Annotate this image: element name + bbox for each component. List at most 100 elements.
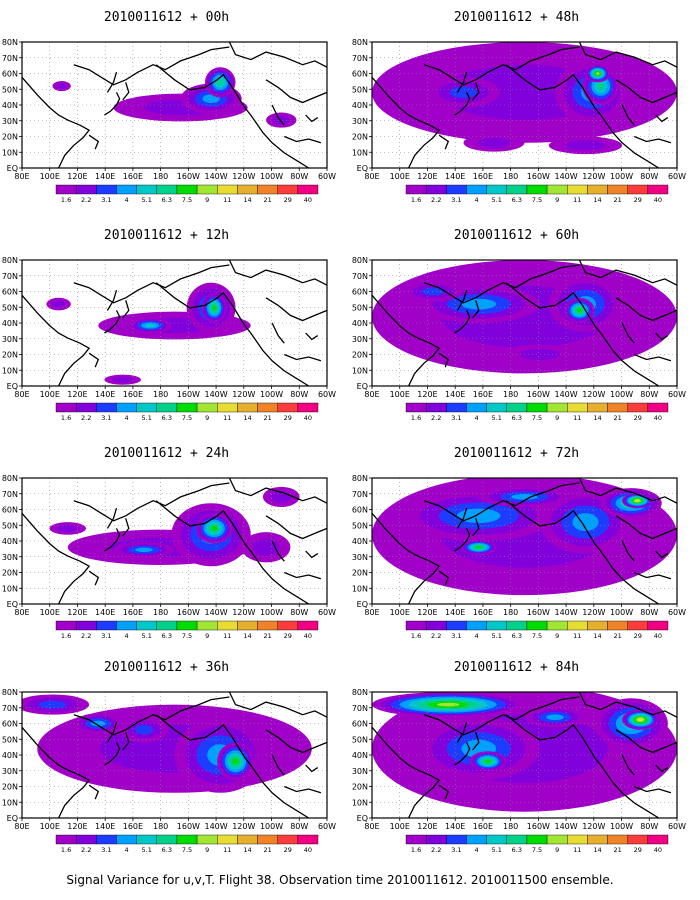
y-tick-label: 50N xyxy=(2,735,18,744)
colorbar-swatch xyxy=(257,402,278,413)
colorbar-swatch xyxy=(647,402,669,413)
x-tick-label: 100E xyxy=(40,390,60,399)
colorbar-swatch xyxy=(55,402,77,413)
variance-contour xyxy=(576,308,582,313)
x-tick-label: 120W xyxy=(582,608,605,617)
coastline xyxy=(578,259,678,286)
coastline xyxy=(423,696,580,736)
y-tick-label: 30N xyxy=(352,553,368,562)
panel-title: 2010011612 + 48h xyxy=(454,10,579,25)
colorbar-label: 11 xyxy=(573,632,581,640)
colorbar-swatch xyxy=(466,184,487,195)
y-tick-label: EQ xyxy=(7,600,18,609)
y-tick-label: 80N xyxy=(352,474,368,483)
colorbar-label: 40 xyxy=(304,632,312,640)
variance-field xyxy=(372,692,677,812)
colorbar-label: 1.6 xyxy=(411,414,421,422)
x-tick-label: 60W xyxy=(668,390,686,399)
colorbar-swatch xyxy=(196,620,218,631)
colorbar-label: 6.3 xyxy=(162,196,172,204)
variance-field xyxy=(52,67,297,128)
colorbar-swatch xyxy=(526,402,548,413)
x-tick-label: 60W xyxy=(318,608,336,617)
variance-contour xyxy=(232,758,239,765)
x-tick-label: 120E xyxy=(417,822,437,831)
colorbar-label: 14 xyxy=(593,196,601,204)
colorbar: 1.6 2.2 3.1 4 5.1 6.3 7.5 9 11 14 21 29 40 xyxy=(55,834,319,854)
variance-contour xyxy=(272,115,290,125)
colorbar-swatch xyxy=(277,402,299,413)
colorbar-swatch xyxy=(156,834,178,845)
coastline xyxy=(505,500,660,605)
colorbar-label: 2.2 xyxy=(431,196,441,204)
coastline xyxy=(104,310,121,334)
y-tick-label: 60N xyxy=(2,506,18,515)
colorbar-label: 7.5 xyxy=(532,846,542,854)
coastline xyxy=(284,353,322,362)
colorbar-swatch xyxy=(136,620,157,631)
x-tick-label: 80W xyxy=(290,390,308,399)
x-tick-label: 160E xyxy=(473,390,493,399)
coastline xyxy=(271,322,285,344)
coastline xyxy=(73,696,230,736)
coastline xyxy=(73,264,230,304)
x-tick-label: 140E xyxy=(95,822,115,831)
x-tick-label: 80W xyxy=(640,172,658,181)
coastline xyxy=(472,300,480,319)
coastline xyxy=(122,518,130,537)
colorbar-swatch xyxy=(277,620,299,631)
colorbar-label: 40 xyxy=(654,196,662,204)
y-tick-label: 80N xyxy=(2,474,18,483)
coastline xyxy=(438,134,450,150)
y-tick-label: 30N xyxy=(2,335,18,344)
variance-contour xyxy=(217,79,224,86)
y-tick-label: 20N xyxy=(2,133,18,142)
colorbar: 1.6 2.2 3.1 4 5.1 6.3 7.5 9 11 14 21 29 40 xyxy=(405,834,669,854)
colorbar-label: 3.1 xyxy=(101,846,111,854)
map-panel: 2010011612 + 12h 80E 100E 120E 140E 160E 180 16… xyxy=(2,228,336,422)
coastline xyxy=(73,482,230,522)
colorbar-swatch xyxy=(156,184,178,195)
x-tick-label: 140W xyxy=(204,172,227,181)
coastline xyxy=(472,82,480,101)
coastline xyxy=(88,134,100,150)
colorbar-swatch xyxy=(217,184,238,195)
panel-title: 2010011612 + 60h xyxy=(454,228,579,243)
colorbar-swatch xyxy=(587,620,608,631)
y-tick-label: 60N xyxy=(352,70,368,79)
y-tick-label: 40N xyxy=(2,751,18,760)
coastline xyxy=(106,722,118,743)
colorbar-swatch xyxy=(486,620,507,631)
coastline xyxy=(578,691,678,718)
coastline xyxy=(106,72,118,93)
colorbar-label: 14 xyxy=(243,196,251,204)
colorbar-label: 2.2 xyxy=(81,846,91,854)
y-tick-label: 40N xyxy=(352,537,368,546)
y-tick-label: 20N xyxy=(352,133,368,142)
x-tick-label: 100E xyxy=(390,390,410,399)
x-tick-label: 160W xyxy=(527,822,550,831)
y-tick-label: 20N xyxy=(2,783,18,792)
colorbar-swatch xyxy=(257,184,278,195)
x-tick-label: 160W xyxy=(177,390,200,399)
y-tick-label: 20N xyxy=(352,783,368,792)
variance-contour xyxy=(635,499,640,502)
colorbar-swatch xyxy=(116,834,137,845)
colorbar-label: 11 xyxy=(573,196,581,204)
colorbar-swatch xyxy=(297,184,319,195)
x-tick-label: 60W xyxy=(668,822,686,831)
x-tick-label: 120W xyxy=(232,822,255,831)
x-tick-label: 100E xyxy=(40,822,60,831)
x-tick-label: 160E xyxy=(123,390,143,399)
colorbar-swatch xyxy=(546,402,568,413)
map-panel: 2010011612 + 84h 80E 100E 120E 140E 160E 180 16… xyxy=(352,660,686,854)
colorbar-swatch xyxy=(75,620,97,631)
x-tick-label: 120W xyxy=(232,172,255,181)
y-tick-label: 30N xyxy=(2,767,18,776)
colorbar-label: 7.5 xyxy=(532,414,542,422)
coastline xyxy=(621,754,635,776)
x-tick-label: 120W xyxy=(582,172,605,181)
colorbar-label: 7.5 xyxy=(182,846,192,854)
y-tick-label: 40N xyxy=(2,537,18,546)
variance-contour xyxy=(38,700,67,709)
